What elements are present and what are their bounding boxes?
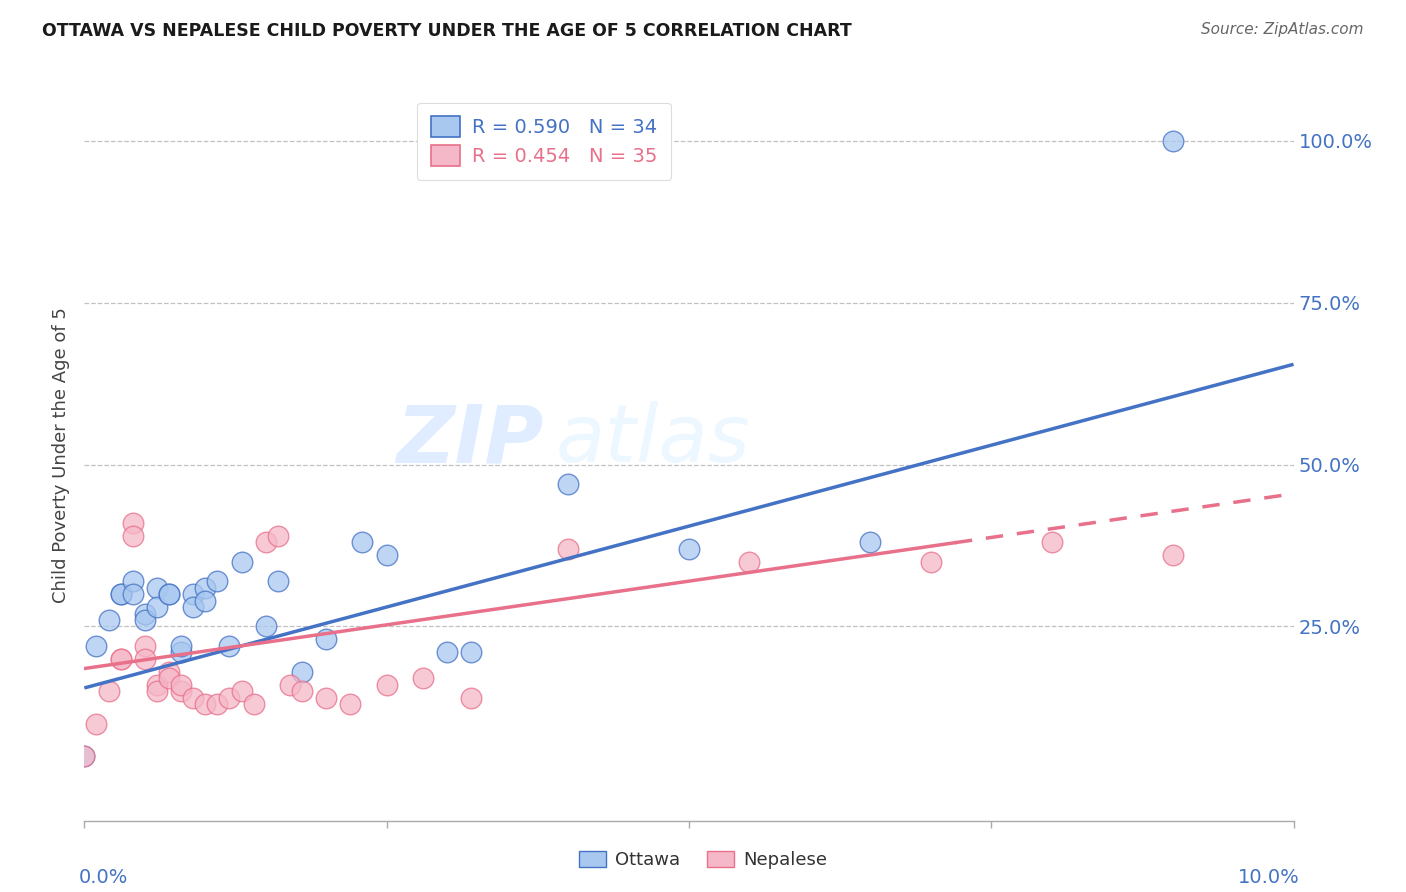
Point xyxy=(352,535,374,549)
Point xyxy=(267,574,290,589)
Point xyxy=(170,645,193,659)
Text: OTTAWA VS NEPALESE CHILD POVERTY UNDER THE AGE OF 5 CORRELATION CHART: OTTAWA VS NEPALESE CHILD POVERTY UNDER T… xyxy=(42,22,852,40)
Point xyxy=(436,645,458,659)
Point xyxy=(170,678,193,692)
Point xyxy=(121,587,143,601)
Text: atlas: atlas xyxy=(555,401,751,479)
Point xyxy=(157,671,180,685)
Text: ZIP: ZIP xyxy=(396,401,544,479)
Point xyxy=(678,541,700,556)
Point xyxy=(181,600,204,615)
Point xyxy=(134,607,156,621)
Point xyxy=(1040,535,1063,549)
Point xyxy=(157,587,180,601)
Point xyxy=(146,600,169,615)
Point xyxy=(207,574,229,589)
Point xyxy=(218,690,240,705)
Point xyxy=(291,684,314,698)
Point xyxy=(97,613,120,627)
Legend: R = 0.590   N = 34, R = 0.454   N = 35: R = 0.590 N = 34, R = 0.454 N = 35 xyxy=(418,103,671,180)
Point xyxy=(278,678,301,692)
Point xyxy=(738,555,761,569)
Point xyxy=(134,652,156,666)
Point xyxy=(110,652,132,666)
Point xyxy=(339,697,361,711)
Point xyxy=(73,748,96,763)
Point xyxy=(254,619,277,633)
Point xyxy=(86,639,108,653)
Point xyxy=(231,684,253,698)
Point xyxy=(460,690,482,705)
Text: 10.0%: 10.0% xyxy=(1237,868,1299,888)
Point xyxy=(218,639,240,653)
Point xyxy=(170,639,193,653)
Point xyxy=(157,665,180,679)
Point xyxy=(375,548,398,562)
Point xyxy=(859,535,882,549)
Point xyxy=(291,665,314,679)
Y-axis label: Child Poverty Under the Age of 5: Child Poverty Under the Age of 5 xyxy=(52,307,70,603)
Point xyxy=(315,690,337,705)
Point xyxy=(121,529,143,543)
Point xyxy=(267,529,290,543)
Text: 0.0%: 0.0% xyxy=(79,868,128,888)
Point xyxy=(146,581,169,595)
Point xyxy=(146,684,169,698)
Point xyxy=(181,587,204,601)
Point xyxy=(181,690,204,705)
Point xyxy=(207,697,229,711)
Point xyxy=(557,541,579,556)
Point xyxy=(412,671,434,685)
Point xyxy=(231,555,253,569)
Point xyxy=(170,684,193,698)
Point xyxy=(194,581,217,595)
Point xyxy=(157,587,180,601)
Point xyxy=(460,645,482,659)
Point xyxy=(97,684,120,698)
Point xyxy=(121,516,143,530)
Point xyxy=(110,652,132,666)
Text: Source: ZipAtlas.com: Source: ZipAtlas.com xyxy=(1201,22,1364,37)
Legend: Ottawa, Nepalese: Ottawa, Nepalese xyxy=(569,842,837,879)
Point xyxy=(110,587,132,601)
Point xyxy=(194,697,217,711)
Point xyxy=(146,678,169,692)
Point xyxy=(110,587,132,601)
Point xyxy=(121,574,143,589)
Point xyxy=(134,639,156,653)
Point xyxy=(73,748,96,763)
Point xyxy=(375,678,398,692)
Point xyxy=(920,555,942,569)
Point xyxy=(557,477,579,491)
Point xyxy=(86,716,108,731)
Point xyxy=(254,535,277,549)
Point xyxy=(134,613,156,627)
Point xyxy=(194,593,217,607)
Point xyxy=(242,697,264,711)
Point xyxy=(315,632,337,647)
Point xyxy=(1161,548,1184,562)
Point xyxy=(1161,134,1184,148)
